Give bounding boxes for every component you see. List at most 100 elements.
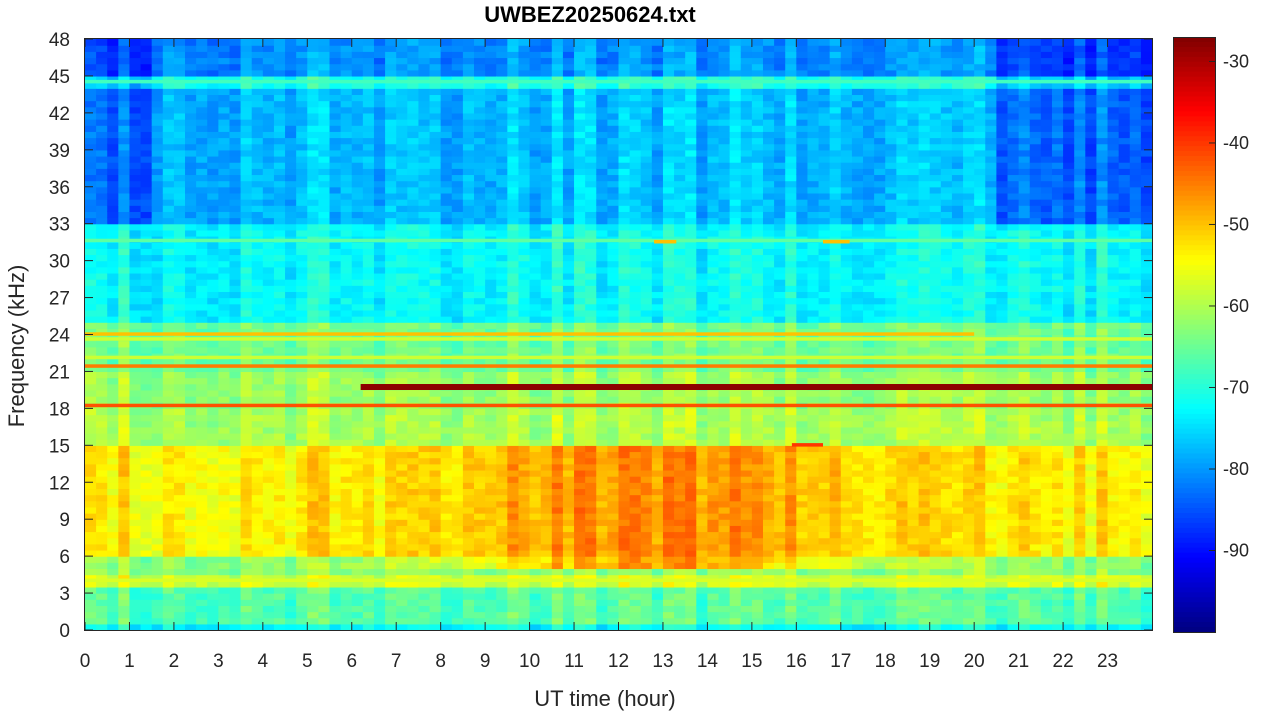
heatmap-cell xyxy=(240,100,253,108)
heatmap-cell xyxy=(151,229,164,237)
heatmap-cell xyxy=(85,574,97,582)
heatmap-cell xyxy=(207,119,219,126)
heatmap-cell xyxy=(451,162,464,169)
heatmap-cell xyxy=(362,414,375,422)
heatmap-cell xyxy=(151,69,164,77)
heatmap-cell xyxy=(429,513,442,520)
heatmap-cell xyxy=(518,205,531,212)
heatmap-cell xyxy=(196,51,208,59)
heatmap-cell xyxy=(562,476,575,483)
heatmap-cell xyxy=(396,500,408,508)
heatmap-cell xyxy=(151,396,164,403)
heatmap-cell xyxy=(273,162,286,169)
heatmap-cell xyxy=(385,322,397,329)
heatmap-cell xyxy=(96,229,108,237)
heatmap-cell xyxy=(329,488,342,496)
heatmap-cell xyxy=(585,562,597,570)
heatmap-cell xyxy=(162,242,175,249)
heatmap-cell xyxy=(262,309,275,317)
heatmap-cell xyxy=(196,75,208,83)
heatmap-cell xyxy=(462,316,475,323)
heatmap-cell xyxy=(118,291,131,299)
heatmap-cell xyxy=(585,420,597,428)
heatmap-cell xyxy=(118,543,131,551)
heatmap-cell xyxy=(273,223,286,231)
heatmap-cell xyxy=(251,586,264,594)
heatmap-cell xyxy=(551,611,564,619)
heatmap-cell xyxy=(429,408,442,416)
heatmap-cell xyxy=(240,186,253,194)
heatmap-cell xyxy=(562,414,575,422)
heatmap-cell xyxy=(562,254,575,262)
heatmap-cell xyxy=(340,137,353,145)
heatmap-cell xyxy=(385,229,397,237)
heatmap-cell xyxy=(629,568,642,576)
heatmap-cell xyxy=(629,75,642,83)
heatmap-cell xyxy=(118,383,131,391)
heatmap-cell xyxy=(373,346,386,354)
heatmap-cell xyxy=(229,383,242,391)
heatmap-cell xyxy=(240,574,253,582)
heatmap-cell xyxy=(362,137,375,145)
heatmap-cell xyxy=(551,63,564,71)
heatmap-cell xyxy=(607,556,620,563)
heatmap-cell xyxy=(151,605,164,613)
heatmap-cell xyxy=(251,463,264,471)
heatmap-cell xyxy=(262,371,275,379)
heatmap-cell xyxy=(162,69,175,77)
heatmap-cell xyxy=(518,291,531,299)
heatmap-cell xyxy=(118,106,131,114)
heatmap-cell xyxy=(574,414,586,422)
heatmap-cell xyxy=(551,39,564,46)
heatmap-cell xyxy=(385,506,397,514)
heatmap-cell xyxy=(329,205,342,212)
heatmap-cell xyxy=(629,513,642,520)
heatmap-cell xyxy=(462,45,475,52)
heatmap-cell xyxy=(240,217,253,225)
heatmap-cell xyxy=(629,617,642,625)
heatmap-cell xyxy=(396,143,408,151)
heatmap-cell xyxy=(140,106,153,114)
heatmap-cell xyxy=(351,599,364,606)
heatmap-cell xyxy=(518,149,531,157)
heatmap-cell xyxy=(362,100,375,108)
heatmap-cell xyxy=(451,217,464,225)
heatmap-cell xyxy=(207,75,219,83)
heatmap-cell xyxy=(129,192,142,200)
heatmap-cell xyxy=(185,248,197,256)
heatmap-cell xyxy=(529,599,542,606)
heatmap-cell xyxy=(640,260,653,268)
heatmap-cell xyxy=(307,556,319,563)
heatmap-cell xyxy=(562,433,575,440)
heatmap-cell xyxy=(662,605,675,613)
heatmap-cell xyxy=(173,513,186,520)
heatmap-cell xyxy=(518,303,531,311)
heatmap-cell xyxy=(229,574,242,582)
heatmap-cell xyxy=(229,549,242,557)
heatmap-cell xyxy=(529,279,542,286)
heatmap-cell xyxy=(574,420,586,428)
heatmap-cell xyxy=(596,149,608,157)
heatmap-cell xyxy=(618,531,631,539)
heatmap-cell xyxy=(140,537,153,545)
heatmap-cell xyxy=(173,476,186,483)
heatmap-cell xyxy=(340,254,353,262)
heatmap-cell xyxy=(607,549,620,557)
heatmap-cell xyxy=(407,371,420,379)
heatmap-cell xyxy=(585,371,597,379)
heatmap-cell xyxy=(429,242,442,249)
heatmap-cell xyxy=(418,94,431,102)
heatmap-cell xyxy=(285,309,297,317)
heatmap-cell xyxy=(118,389,131,397)
heatmap-cell xyxy=(229,229,242,237)
heatmap-cell xyxy=(196,599,208,606)
heatmap-cell xyxy=(607,346,620,354)
heatmap-cell xyxy=(451,525,464,533)
heatmap-cell xyxy=(640,211,653,219)
heatmap-cell xyxy=(551,377,564,385)
heatmap-cell xyxy=(340,599,353,606)
heatmap-cell xyxy=(574,51,586,59)
heatmap-cell xyxy=(273,383,286,391)
heatmap-cell xyxy=(629,580,642,588)
heatmap-cell xyxy=(529,340,542,348)
